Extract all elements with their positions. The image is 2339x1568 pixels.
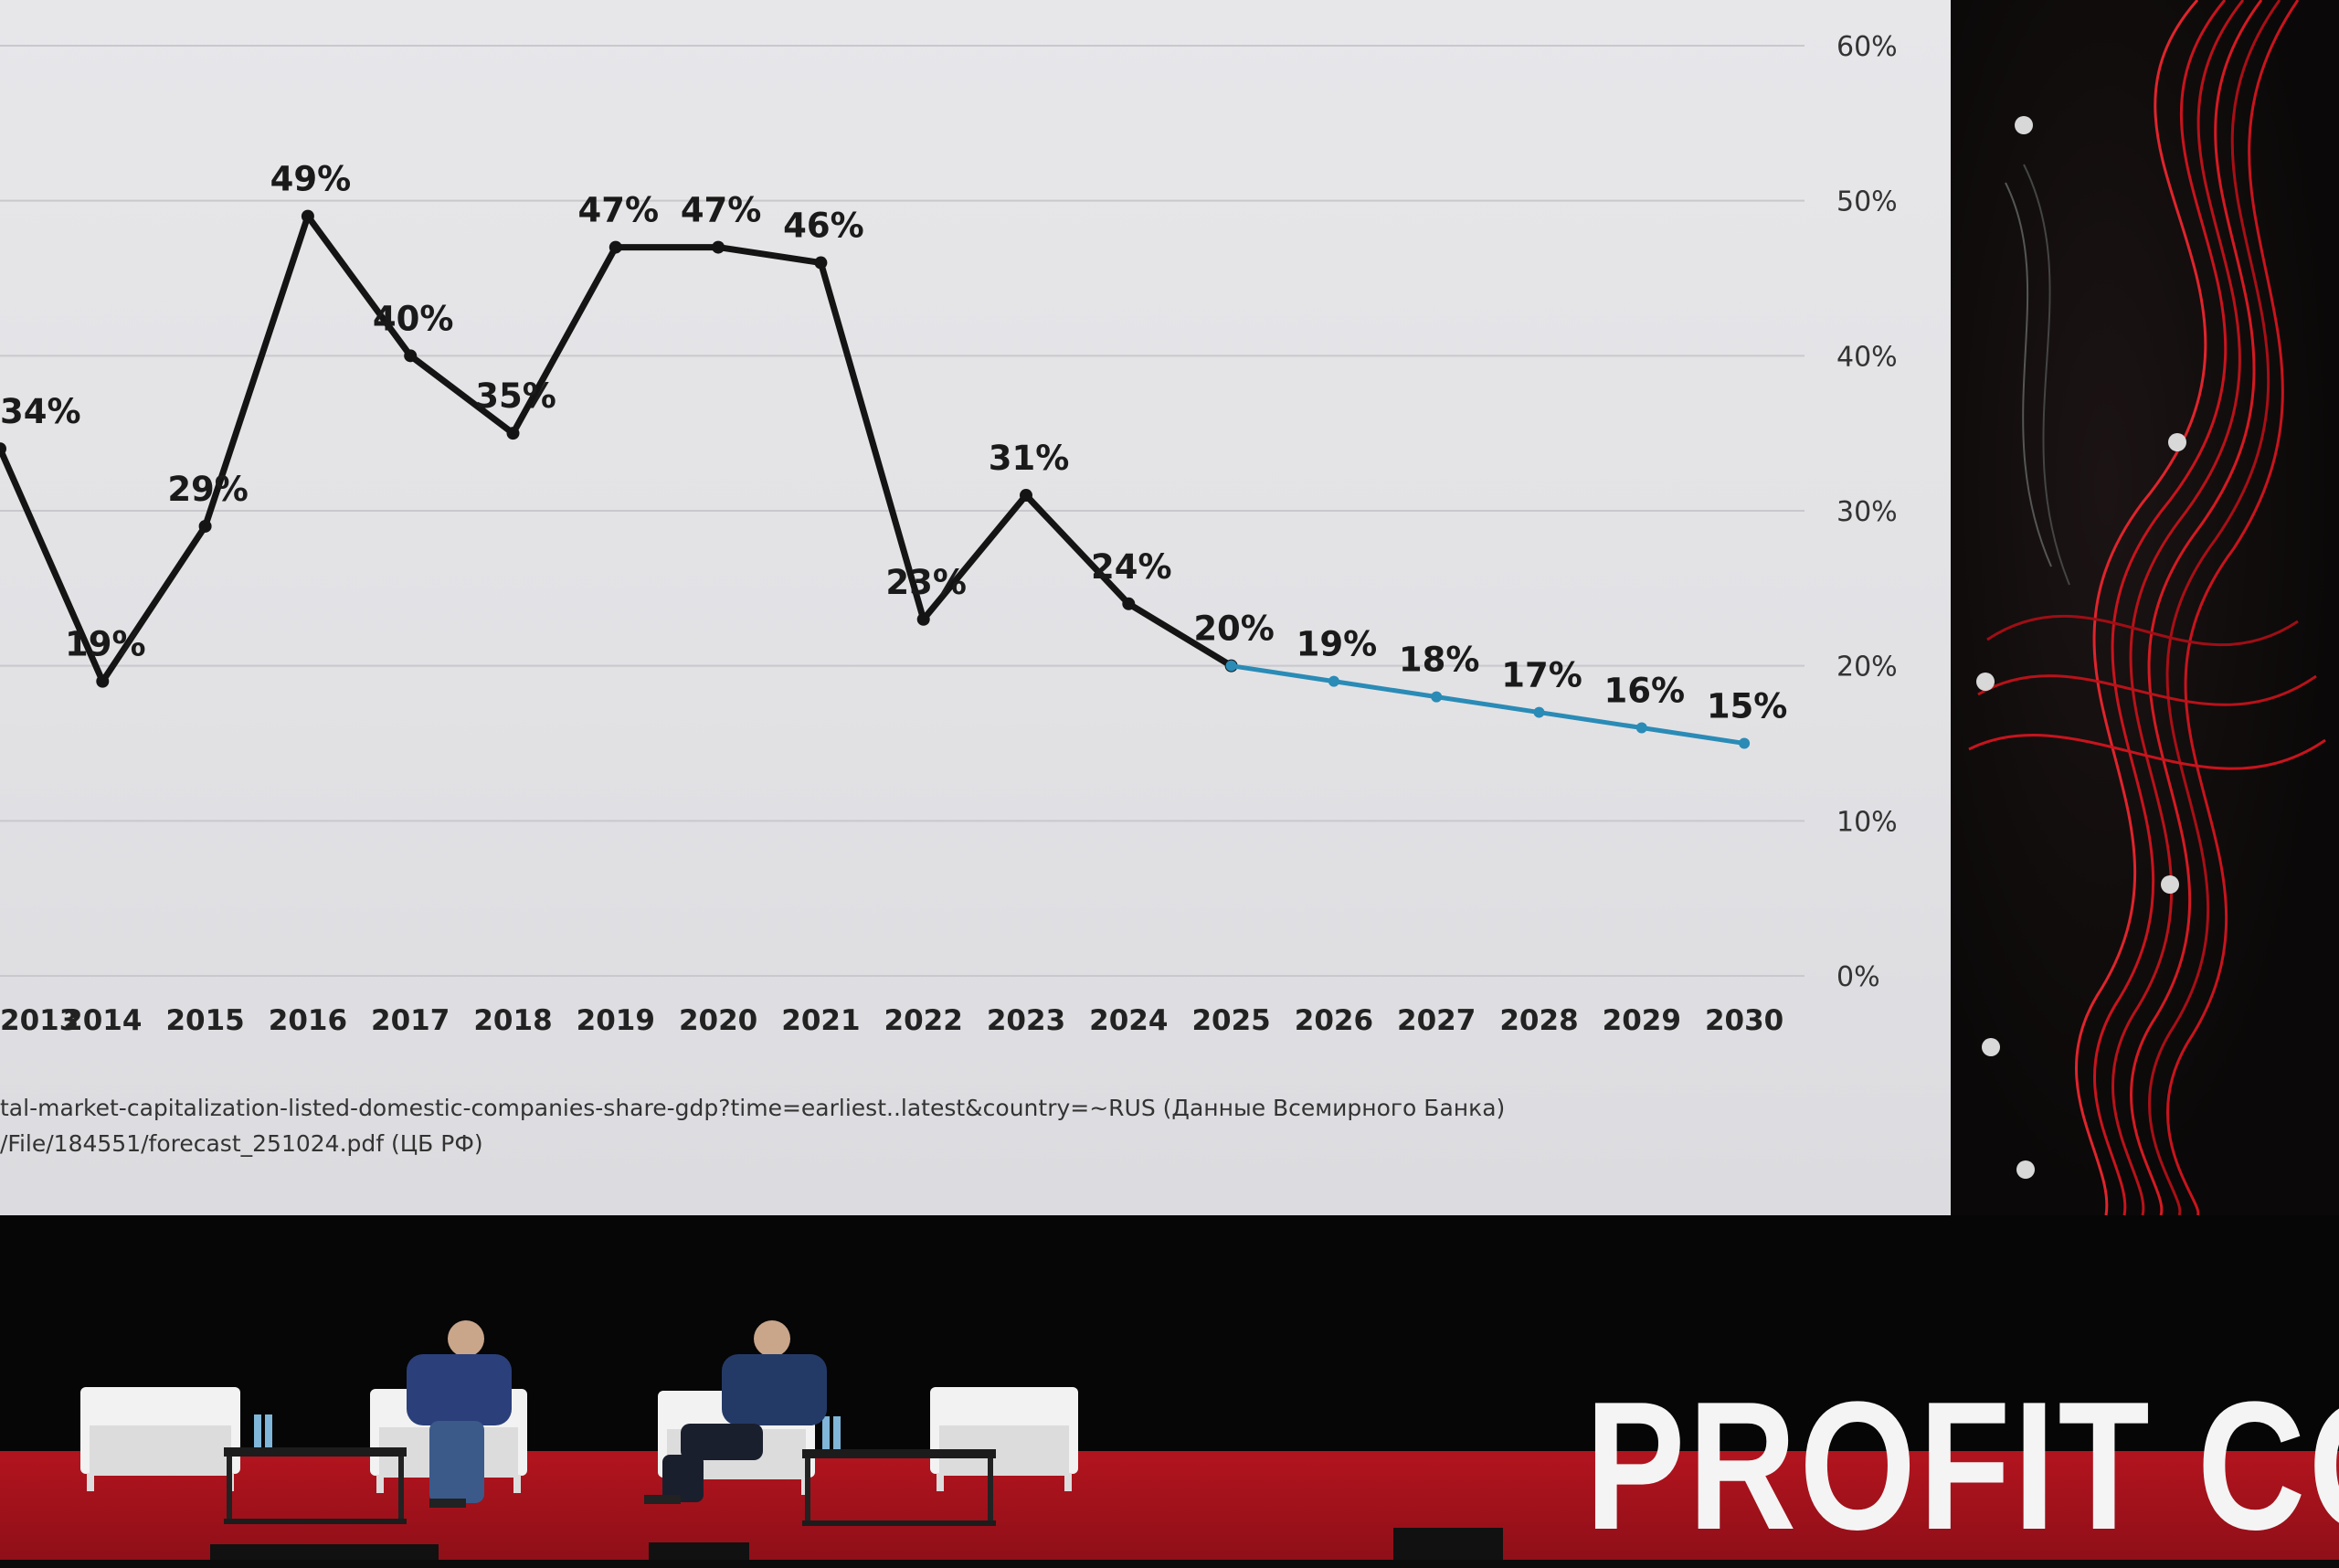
stage-monitor <box>210 1544 439 1560</box>
x-tick-label: 2030 <box>1705 1004 1783 1037</box>
speaker-person <box>407 1320 512 1508</box>
x-tick-label: 2029 <box>1603 1004 1681 1037</box>
wave-line <box>1968 734 2326 770</box>
x-tick-label: 2027 <box>1397 1004 1476 1037</box>
x-tick-label: 2015 <box>165 1004 244 1037</box>
data-point <box>1122 597 1136 610</box>
x-tick-label: 2023 <box>987 1004 1065 1037</box>
wave-line <box>2111 0 2245 1215</box>
x-tick-label: 2026 <box>1295 1004 1373 1037</box>
coffee-table <box>802 1416 996 1526</box>
data-point <box>1020 489 1032 503</box>
data-label: 49% <box>270 160 352 199</box>
data-point <box>301 209 314 223</box>
x-tick-label: 2028 <box>1499 1004 1578 1037</box>
projection-screen: 0% 10% 20% 30% 40% 50% 60% 2013 2014 2015 2016 2017… <box>0 0 1951 1215</box>
x-tick-label: 2022 <box>884 1004 963 1037</box>
data-point <box>1533 706 1545 718</box>
stage-monitor <box>1393 1528 1503 1560</box>
x-tick-label: 2013 <box>0 1004 79 1037</box>
data-label: 23% <box>885 563 967 602</box>
x-tick-label: 2017 <box>371 1004 450 1037</box>
decorative-wave-panel <box>1951 0 2339 1215</box>
data-label: 24% <box>1091 547 1172 587</box>
x-tick-label: 2020 <box>679 1004 757 1037</box>
wave-line <box>2166 0 2300 1215</box>
data-point <box>96 674 110 688</box>
data-label: 19% <box>1297 625 1378 664</box>
wave-line <box>1986 614 2299 647</box>
event-brand-sign: PROFIT CO <box>1585 1364 2339 1568</box>
y-tick-label: 30% <box>1836 496 1898 528</box>
wave-node <box>2016 1160 2035 1179</box>
wave-line <box>2074 0 2207 1215</box>
data-label: 40% <box>373 299 454 338</box>
armchair <box>930 1387 1078 1491</box>
wave-node <box>1982 1038 2000 1056</box>
data-label: 16% <box>1604 672 1686 711</box>
x-tick-label: 2018 <box>473 1004 552 1037</box>
data-point <box>1225 660 1237 672</box>
data-point <box>1635 722 1647 734</box>
wave-node <box>1976 673 1995 691</box>
wave-line <box>2023 164 2070 586</box>
data-point <box>1431 691 1443 703</box>
data-label: 29% <box>167 470 249 509</box>
x-tick-label: 2019 <box>577 1004 655 1037</box>
wave-node <box>2161 875 2179 894</box>
data-point <box>712 240 725 254</box>
x-tick-label: 2025 <box>1191 1004 1270 1037</box>
source-note-1: tal-market-capitalization-listed-domesti… <box>0 1095 1506 1121</box>
data-point <box>198 519 212 533</box>
red-wave-graphic <box>1968 0 2326 1215</box>
data-point <box>506 427 520 440</box>
wave-node <box>2168 433 2186 451</box>
coffee-table <box>224 1414 407 1524</box>
forecast-series-line <box>1231 663 1745 746</box>
wave-line <box>2093 0 2228 1215</box>
armchair <box>80 1387 240 1491</box>
y-tick-label: 60% <box>1836 31 1898 63</box>
data-label: 19% <box>65 625 146 664</box>
speaker-person <box>644 1320 827 1504</box>
data-label: 46% <box>783 207 864 246</box>
data-point <box>609 240 622 254</box>
data-label: 35% <box>475 376 556 416</box>
wave-line <box>1977 674 2317 706</box>
wave-line <box>2005 182 2052 567</box>
data-point <box>0 442 6 456</box>
wave-line <box>2148 0 2281 1215</box>
x-tick-label: 2021 <box>781 1004 860 1037</box>
y-tick-label: 10% <box>1836 806 1898 838</box>
y-tick-label: 20% <box>1836 652 1898 683</box>
x-tick-label: 2014 <box>63 1004 142 1037</box>
y-tick-label: 40% <box>1836 341 1898 373</box>
stage-monitor <box>649 1542 749 1560</box>
data-label: 47% <box>578 191 660 230</box>
source-note-2: /File/184551/forecast_251024.pdf (ЦБ РФ) <box>0 1130 483 1157</box>
data-label: 17% <box>1501 656 1582 695</box>
data-point <box>1328 675 1339 687</box>
data-point <box>916 612 930 626</box>
data-point <box>814 256 828 270</box>
data-point <box>404 349 418 363</box>
data-label: 15% <box>1707 687 1788 726</box>
data-label: 18% <box>1399 641 1480 680</box>
y-tick-label: 50% <box>1836 186 1898 218</box>
data-label: 34% <box>0 392 81 431</box>
x-tick-label: 2016 <box>269 1004 347 1037</box>
data-label: 31% <box>989 439 1070 478</box>
x-tick-label: 2024 <box>1089 1004 1168 1037</box>
wave-line <box>2130 0 2263 1215</box>
data-label: 47% <box>681 191 762 230</box>
y-tick-label: 0% <box>1836 961 1880 993</box>
wave-node <box>2015 116 2033 134</box>
data-label: 20% <box>1193 609 1275 649</box>
data-point <box>1739 737 1751 749</box>
